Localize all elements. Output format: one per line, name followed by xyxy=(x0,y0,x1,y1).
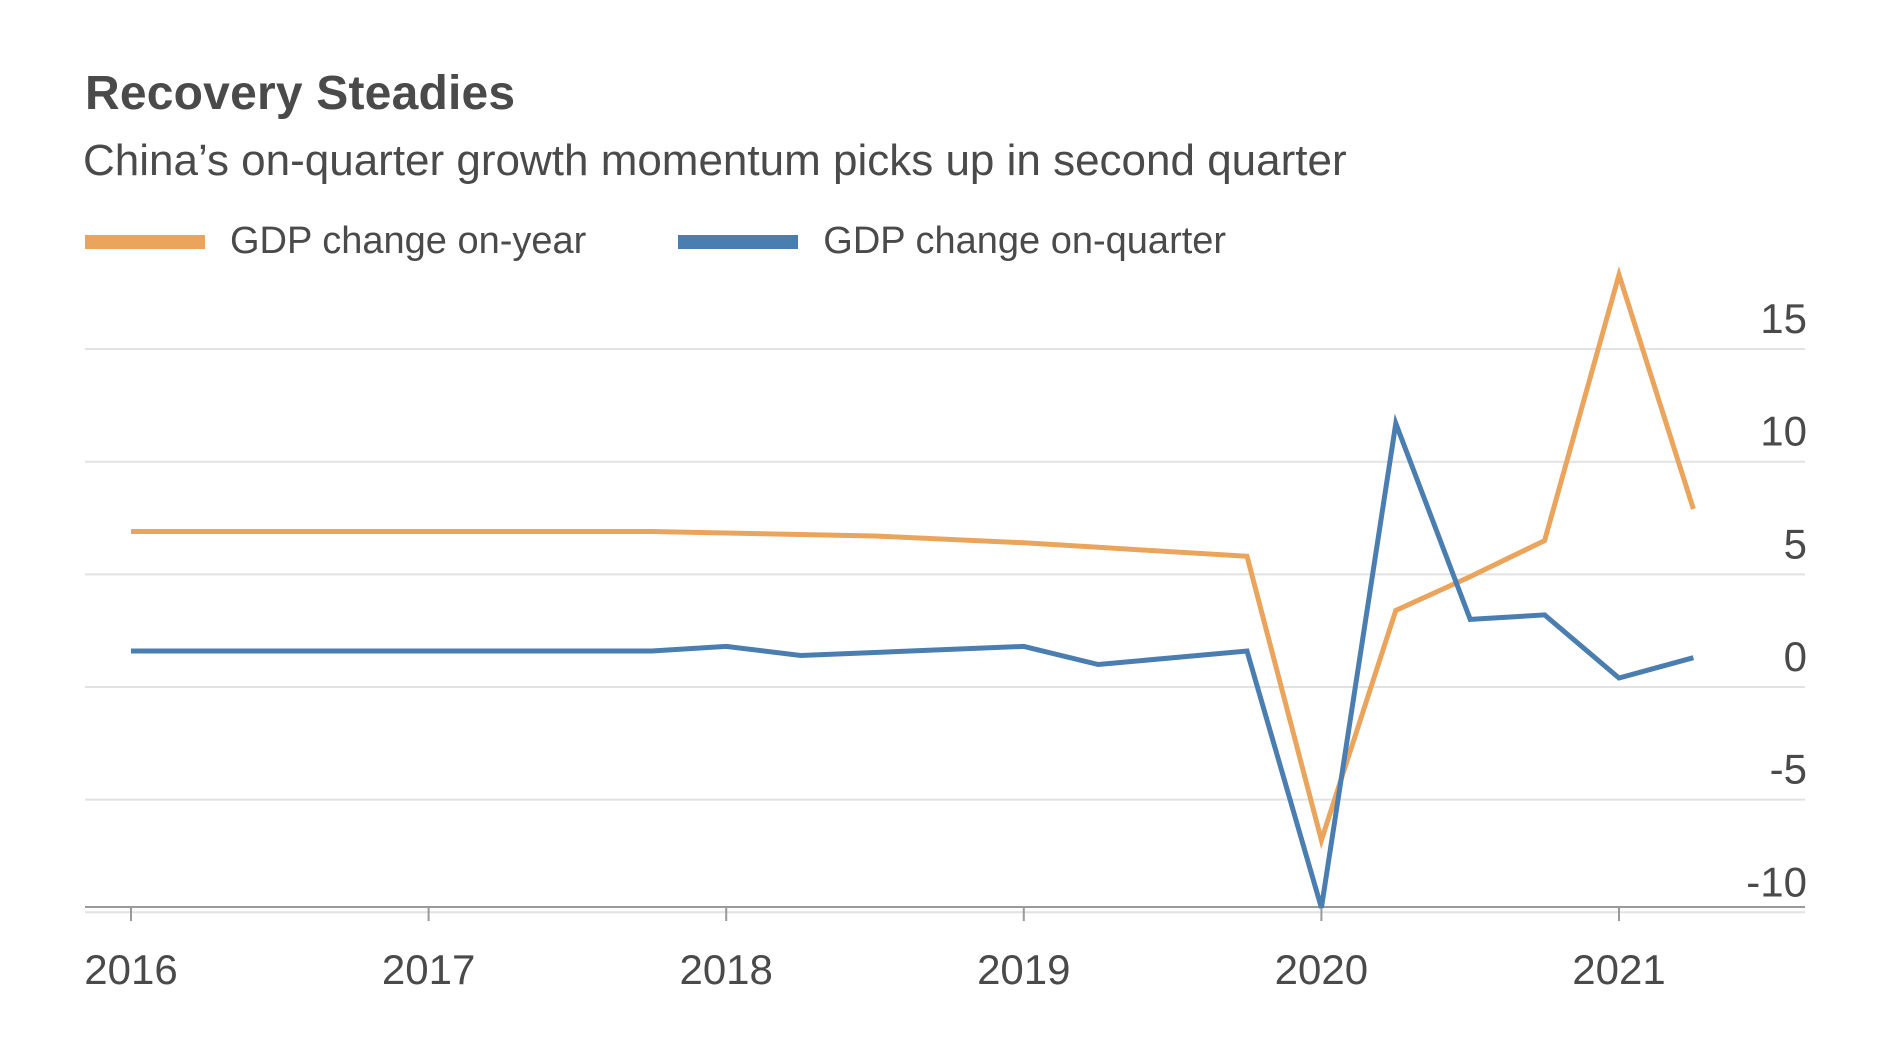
y-tick-label: 10 xyxy=(1760,408,1807,455)
gridlines xyxy=(85,348,1805,914)
legend-swatch-on-year xyxy=(85,234,205,249)
y-tick-label: -10 xyxy=(1746,858,1807,905)
y-tick-label: 15 xyxy=(1760,295,1807,342)
x-tick-label: 2021 xyxy=(1572,946,1665,993)
series-lines xyxy=(131,265,1696,909)
x-tick-label: 2020 xyxy=(1275,946,1368,993)
y-tick-label: 0 xyxy=(1784,633,1807,680)
legend-item-on-year: GDP change on-year xyxy=(85,220,586,263)
x-tick-label: 2019 xyxy=(977,946,1070,993)
legend-swatch-on-quarter xyxy=(678,234,799,249)
legend-item-on-quarter: GDP change on-quarter xyxy=(678,220,1226,263)
y-tick-label: -5 xyxy=(1770,746,1807,793)
x-tick-label: 2016 xyxy=(84,946,177,993)
chart-subtitle: China’s on-quarter growth momentum picks… xyxy=(83,136,1347,185)
x-axis: 2016 2017 2018 2019 2020 2021 xyxy=(84,906,1805,993)
legend-label-on-quarter: GDP change on-quarter xyxy=(823,220,1227,262)
series-line-on-year xyxy=(131,265,1696,850)
series-line-on-quarter xyxy=(131,413,1695,909)
x-tick-label: 2017 xyxy=(382,946,475,993)
x-tick-label: 2018 xyxy=(679,946,772,993)
y-axis: 15 10 5 0 -5 -10 xyxy=(1746,295,1807,905)
chart-title: Recovery Steadies xyxy=(85,67,516,120)
legend-label-on-year: GDP change on-year xyxy=(230,220,587,262)
legend: GDP change on-year GDP change on-quarter xyxy=(85,220,1318,263)
y-tick-label: 5 xyxy=(1784,520,1807,567)
